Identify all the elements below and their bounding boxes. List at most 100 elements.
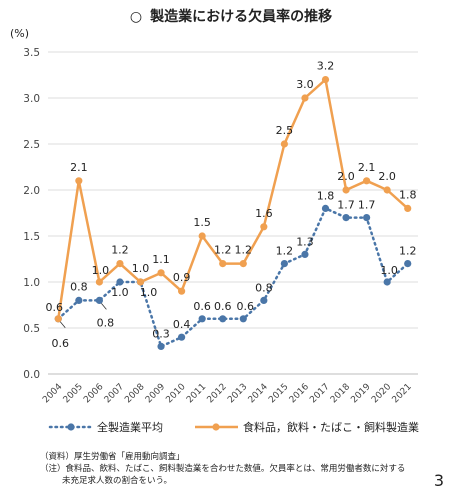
data-label-food-beverage: 1.5 bbox=[193, 216, 211, 229]
point-food-beverage bbox=[116, 260, 124, 268]
point-food-beverage bbox=[54, 315, 62, 323]
data-label-food-beverage: 1.1 bbox=[152, 253, 170, 266]
data-label-food-beverage: 0.9 bbox=[173, 271, 191, 284]
point-all-manufacturing bbox=[280, 260, 288, 268]
point-food-beverage bbox=[260, 223, 268, 231]
x-tick-label: 2010 bbox=[164, 382, 187, 405]
x-tick-label: 2015 bbox=[267, 382, 290, 405]
y-tick-label: 1.0 bbox=[23, 277, 40, 289]
point-food-beverage bbox=[404, 204, 412, 212]
chart-title: ○ 製造業における欠員率の推移 bbox=[0, 6, 462, 26]
point-all-manufacturing bbox=[239, 315, 247, 323]
legend-marker-food-beverage bbox=[212, 423, 220, 431]
point-food-beverage bbox=[136, 278, 145, 286]
x-tick-label: 2008 bbox=[123, 382, 146, 405]
x-tick-label: 2007 bbox=[103, 382, 126, 405]
y-tick-label: 3.0 bbox=[23, 93, 40, 105]
line-chart: (%) 0.00.51.01.52.02.53.03.5 20042005200… bbox=[10, 27, 419, 434]
data-label-all-manufacturing: 1.2 bbox=[276, 245, 294, 258]
point-all-manufacturing bbox=[75, 296, 83, 304]
point-all-manufacturing bbox=[260, 296, 268, 304]
data-label-food-beverage: 2.0 bbox=[378, 170, 396, 183]
x-tick-label: 2009 bbox=[144, 382, 167, 405]
y-tick-label: 2.5 bbox=[23, 139, 40, 151]
point-food-beverage bbox=[178, 287, 186, 295]
note-definition: （注）食料品、飲料、たばこ、飼料製造業を合わせた数値。欠員率とは、常用労働者数に… bbox=[40, 464, 406, 474]
point-all-manufacturing bbox=[178, 333, 186, 341]
point-food-beverage bbox=[383, 186, 391, 194]
data-label-food-beverage: 2.0 bbox=[337, 170, 355, 183]
data-label-all-manufacturing: 1.0 bbox=[140, 286, 158, 299]
x-ticks: 2004200520062007200820092010201120122013… bbox=[41, 382, 414, 405]
point-food-beverage bbox=[157, 269, 165, 277]
data-label-all-manufacturing: 0.6 bbox=[214, 300, 232, 313]
data-label-all-manufacturing: 1.0 bbox=[380, 264, 398, 277]
y-ticks: 0.0 0.5 1.0 1.5 2.0 2.5 3.0 3.5 bbox=[23, 47, 40, 381]
data-label-food-beverage: 1.2 bbox=[235, 244, 253, 257]
label-leader-line bbox=[59, 321, 66, 329]
data-label-all-manufacturing: 1.0 bbox=[111, 286, 129, 299]
point-food-beverage bbox=[301, 94, 309, 102]
legend-marker-all-manufacturing bbox=[67, 423, 75, 431]
y-tick-label: 3.5 bbox=[23, 47, 40, 59]
source-notes: （資料）厚生労働省「雇用動向調査」 （注）食料品、飲料、たばこ、飼料製造業を合わ… bbox=[40, 451, 405, 487]
data-label-all-manufacturing: 1.7 bbox=[337, 199, 355, 212]
x-tick-label: 2021 bbox=[391, 382, 414, 405]
data-label-all-manufacturing: 1.8 bbox=[317, 189, 335, 202]
data-label-food-beverage: 1.2 bbox=[214, 244, 232, 257]
point-all-manufacturing bbox=[383, 278, 391, 286]
point-food-beverage bbox=[75, 177, 83, 185]
series-line-food-beverage bbox=[57, 77, 409, 319]
data-label-all-manufacturing: 1.7 bbox=[358, 199, 376, 212]
data-label-food-beverage: 1.6 bbox=[255, 207, 273, 220]
point-food-beverage bbox=[280, 140, 288, 148]
legend: 全製造業平均 食料品，飲料・たばこ・飼料製造業 bbox=[48, 420, 419, 434]
point-all-manufacturing bbox=[363, 214, 371, 222]
point-food-beverage bbox=[321, 76, 330, 84]
grid-lines bbox=[48, 51, 418, 375]
legend-label-food-beverage: 食料品，飲料・たばこ・飼料製造業 bbox=[243, 420, 419, 434]
title-mark: ○ bbox=[129, 9, 143, 25]
data-label-all-manufacturing: 1.3 bbox=[296, 235, 314, 248]
point-all-manufacturing bbox=[342, 214, 350, 222]
point-all-manufacturing bbox=[95, 296, 103, 304]
data-label-all-manufacturing: 0.8 bbox=[70, 280, 88, 293]
data-label-food-beverage: 1.0 bbox=[132, 262, 150, 275]
data-label-all-manufacturing: 0.6 bbox=[52, 337, 70, 350]
data-label-all-manufacturing: 0.4 bbox=[173, 318, 191, 331]
data-label-all-manufacturing: 0.3 bbox=[152, 327, 170, 340]
point-food-beverage bbox=[219, 260, 227, 268]
data-label-food-beverage: 0.6 bbox=[46, 301, 64, 314]
point-food-beverage bbox=[95, 278, 103, 286]
x-tick-label: 2013 bbox=[226, 382, 249, 405]
x-tick-label: 2016 bbox=[288, 382, 311, 405]
data-label-all-manufacturing: 0.6 bbox=[237, 300, 255, 313]
data-label-all-manufacturing: 0.6 bbox=[193, 300, 211, 313]
x-tick-label: 2017 bbox=[308, 382, 331, 405]
note-source: （資料）厚生労働省「雇用動向調査」 bbox=[40, 452, 185, 462]
x-tick-label: 2012 bbox=[206, 382, 229, 405]
x-tick-label: 2006 bbox=[82, 382, 105, 405]
x-tick-label: 2014 bbox=[247, 382, 270, 405]
y-tick-label: 2.0 bbox=[23, 185, 40, 197]
data-label-all-manufacturing: 0.8 bbox=[97, 316, 115, 329]
point-all-manufacturing bbox=[219, 315, 227, 323]
data-label-food-beverage: 1.2 bbox=[111, 244, 129, 257]
data-label-all-manufacturing: 1.2 bbox=[399, 245, 417, 258]
data-label-food-beverage: 2.5 bbox=[276, 124, 294, 137]
note-definition-cont: 未充足求人数の割合をいう。 bbox=[62, 476, 172, 486]
x-tick-label: 2011 bbox=[185, 382, 208, 405]
title-text: 製造業における欠員率の推移 bbox=[150, 9, 333, 25]
x-tick-label: 2004 bbox=[41, 382, 64, 405]
x-tick-label: 2018 bbox=[329, 382, 352, 405]
data-label-food-beverage: 3.0 bbox=[296, 78, 314, 91]
page-number: 3 bbox=[433, 471, 444, 490]
series-lines bbox=[54, 76, 412, 350]
point-food-beverage bbox=[198, 232, 206, 240]
data-label-food-beverage: 2.1 bbox=[70, 161, 88, 174]
legend-label-all-manufacturing: 全製造業平均 bbox=[97, 420, 163, 434]
point-all-manufacturing bbox=[198, 315, 206, 323]
x-tick-label: 2020 bbox=[370, 382, 393, 405]
point-all-manufacturing bbox=[116, 278, 124, 286]
point-food-beverage bbox=[363, 177, 371, 185]
